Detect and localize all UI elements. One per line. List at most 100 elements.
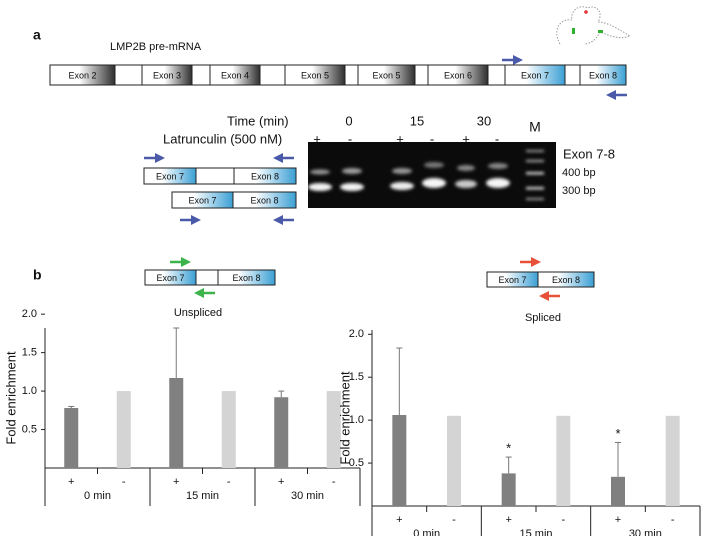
exon-label: Exon 8 xyxy=(250,195,278,205)
bar xyxy=(274,397,289,468)
bar xyxy=(64,408,79,468)
exon xyxy=(217,269,276,286)
exon xyxy=(504,64,566,86)
chart-title: Unspliced xyxy=(174,307,222,319)
exon xyxy=(49,64,116,86)
chart-title: Spliced xyxy=(525,312,561,324)
x-tick-label: - xyxy=(561,514,565,526)
exon xyxy=(284,64,346,86)
exon-label: Exon 8 xyxy=(232,273,260,283)
y-axis-label: Fold enrichment xyxy=(3,351,18,445)
gel-size: 400 bp xyxy=(562,167,596,179)
gel-time: 15 xyxy=(410,113,424,128)
group-label: 0 min xyxy=(84,490,111,502)
exon-label: Exon 7 xyxy=(188,195,216,205)
gene-name: LMP2B pre-mRNA xyxy=(110,41,202,53)
rna-structure-icon xyxy=(556,6,632,45)
bar xyxy=(447,415,461,506)
y-tick-label: 0.5 xyxy=(22,423,37,435)
bar xyxy=(169,378,184,468)
exon xyxy=(579,64,627,86)
y-tick-label: 2.0 xyxy=(349,328,364,340)
x-tick-label: + xyxy=(278,476,284,488)
gel-bands xyxy=(308,150,544,200)
exon-label: Exon 3 xyxy=(153,70,181,80)
panel-label: a xyxy=(33,27,41,43)
exon-label: Exon 5 xyxy=(372,70,400,80)
exon xyxy=(427,64,489,86)
exon-label: Exon 8 xyxy=(589,70,617,80)
rna-mark xyxy=(572,28,575,34)
x-tick-label: - xyxy=(332,476,336,488)
exon xyxy=(232,191,297,209)
annotation: * xyxy=(615,426,620,441)
exon xyxy=(357,64,416,86)
gel-lane: + xyxy=(462,131,470,146)
x-tick-label: - xyxy=(671,514,675,526)
x-tick-label: + xyxy=(396,514,402,526)
x-tick-label: + xyxy=(173,476,179,488)
exon-label: Exon 7 xyxy=(498,275,526,285)
exon-label: Exon 5 xyxy=(301,70,329,80)
y-tick-label: 1.5 xyxy=(349,371,364,383)
y-axis-label: Fold enrichment xyxy=(337,371,352,465)
gel-lane: + xyxy=(396,131,404,146)
x-tick-label: - xyxy=(122,476,126,488)
exon xyxy=(209,64,261,86)
gel-product-label: Exon 7-8 xyxy=(563,146,615,161)
x-tick-label: + xyxy=(505,514,511,526)
rna-mark xyxy=(584,10,588,14)
bar xyxy=(392,414,407,506)
y-tick-label: 1.0 xyxy=(22,385,37,397)
exon xyxy=(143,167,197,185)
x-tick-label: + xyxy=(68,476,74,488)
panel-label: b xyxy=(33,267,42,283)
gel-time-label: Time (min) xyxy=(227,113,289,128)
exon-label: Exon 8 xyxy=(552,275,580,285)
group-label: 15 min xyxy=(186,490,219,502)
intron xyxy=(195,269,219,286)
x-tick-label: + xyxy=(615,514,621,526)
x-tick-label: - xyxy=(452,514,456,526)
exon-label: Exon 7 xyxy=(521,70,549,80)
group-label: 30 min xyxy=(291,490,324,502)
exon xyxy=(141,64,193,86)
exon xyxy=(537,271,595,288)
bar xyxy=(221,391,236,468)
group-label: 0 min xyxy=(413,528,440,536)
intron xyxy=(195,167,235,185)
exon-label: Exon 7 xyxy=(156,273,184,283)
bar xyxy=(116,391,131,468)
exon-label: Exon 6 xyxy=(444,70,472,80)
gel-image xyxy=(308,142,556,208)
gel-lane: + xyxy=(313,131,321,146)
rna-mark xyxy=(598,30,603,33)
group-label: 30 min xyxy=(629,528,662,536)
x-tick-label: - xyxy=(227,476,231,488)
bar xyxy=(556,415,571,506)
bar xyxy=(326,391,341,468)
gel-marker-label: M xyxy=(529,119,541,135)
y-tick-label: 0.5 xyxy=(349,457,364,469)
y-tick-label: 1.5 xyxy=(22,347,37,359)
bar xyxy=(665,415,680,506)
exon-label: Exon 7 xyxy=(156,171,184,181)
bar xyxy=(501,473,516,506)
exon-label: Exon 2 xyxy=(68,70,96,80)
bar xyxy=(611,476,625,506)
exon xyxy=(233,167,297,185)
exon-label: Exon 8 xyxy=(251,171,279,181)
gel-lane: - xyxy=(495,131,499,146)
gel-lane: - xyxy=(430,131,434,146)
y-tick-label: 1.0 xyxy=(349,414,364,426)
y-tick-label: 2.0 xyxy=(22,308,37,320)
exon xyxy=(144,269,197,286)
gel-size: 300 bp xyxy=(562,185,596,197)
gel-time: 0 xyxy=(345,113,352,128)
gel-treatment-label: Latrunculin (500 nM) xyxy=(163,131,282,146)
annotation: * xyxy=(506,441,511,456)
exon-label: Exon 4 xyxy=(221,70,249,80)
gel-lane: - xyxy=(348,131,352,146)
